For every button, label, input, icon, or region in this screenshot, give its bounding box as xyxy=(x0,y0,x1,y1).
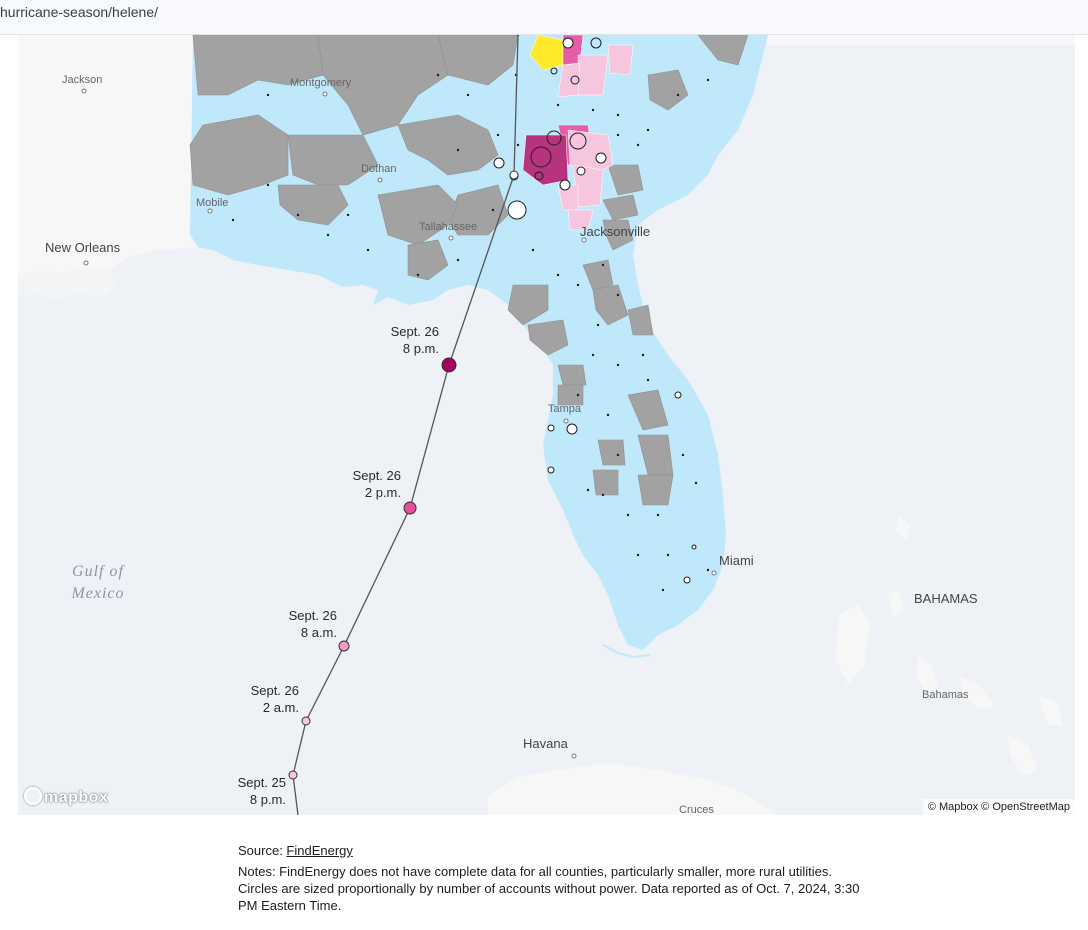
track-point-sept26-8am xyxy=(338,640,350,652)
city-markers xyxy=(81,88,717,759)
source-link[interactable]: FindEnergy xyxy=(286,843,353,858)
notes-line-1: Notes: FindEnergy does not have complete… xyxy=(238,864,832,879)
city-label-jackson: Jackson xyxy=(62,74,102,86)
city-label-miami: Miami xyxy=(719,553,754,568)
track-point-sept26-2am xyxy=(301,716,311,726)
url-text: hurricane-season/helene/ xyxy=(0,4,158,20)
track-point-landfall xyxy=(509,170,519,180)
city-label-cruces: Cruces xyxy=(679,804,714,815)
track-point-sept26-8pm xyxy=(441,357,457,373)
track-label-5a: Sept. 25 xyxy=(238,775,286,790)
city-label-montgomery: Montgomery xyxy=(290,77,352,89)
city-label-mobile: Mobile xyxy=(196,197,228,209)
land-north-east xyxy=(758,35,1075,45)
city-label-new-orleans: New Orleans xyxy=(45,240,121,255)
mapbox-logo-icon xyxy=(24,787,42,805)
track-label-1a: Sept. 26 xyxy=(391,324,439,339)
outage-map[interactable]: Sept. 26 8 p.m. Sept. 26 2 p.m. Sept. 26… xyxy=(18,35,1075,815)
source-label: Source: xyxy=(238,843,287,858)
footer-notes: Source: FindEnergy Notes: FindEnergy doe… xyxy=(238,842,878,914)
track-labels: Sept. 26 8 p.m. Sept. 26 2 p.m. Sept. 26… xyxy=(238,324,439,807)
water-label-gulf-1: Gulf of xyxy=(72,563,125,580)
water-label-gulf-2: Mexico xyxy=(70,585,124,602)
land-cuba xyxy=(488,763,778,815)
country-label-bahamas: BAHAMAS xyxy=(914,591,978,606)
source-line: Source: FindEnergy xyxy=(238,842,878,859)
track-label-3b: 8 a.m. xyxy=(301,625,337,640)
storm-track-line xyxy=(292,35,519,815)
track-label-3a: Sept. 26 xyxy=(289,608,337,623)
city-label-dothan: Dothan xyxy=(361,163,396,175)
track-label-1b: 8 p.m. xyxy=(403,341,439,356)
track-label-5b: 8 p.m. xyxy=(250,792,286,807)
track-label-2a: Sept. 26 xyxy=(353,468,401,483)
land-louisiana-coast xyxy=(18,267,118,301)
mapbox-logo[interactable]: mapbox xyxy=(24,787,108,807)
city-label-havana: Havana xyxy=(523,736,569,751)
land-bahamas xyxy=(836,515,1063,775)
outage-counties xyxy=(522,35,634,231)
city-label-tampa: Tampa xyxy=(548,403,582,415)
track-label-2b: 2 p.m. xyxy=(365,485,401,500)
track-point-sept25-8pm xyxy=(288,770,298,780)
florida-keys xyxy=(602,644,651,659)
notes-line-2: Circles are sized proportionally by numb… xyxy=(238,881,860,913)
browser-address-bar[interactable]: hurricane-season/helene/ xyxy=(0,0,1088,35)
track-label-4b: 2 a.m. xyxy=(263,700,299,715)
city-label-tallahassee: Tallahassee xyxy=(419,221,477,233)
map-attribution[interactable]: © Mapbox © OpenStreetMap xyxy=(922,799,1075,815)
city-label-bahamas-small: Bahamas xyxy=(922,689,969,701)
track-point-sept26-2pm xyxy=(403,501,417,515)
city-label-jacksonville: Jacksonville xyxy=(580,224,650,239)
no-data-counties xyxy=(189,35,749,506)
small-dots xyxy=(231,35,710,592)
track-label-4a: Sept. 26 xyxy=(251,683,299,698)
land-west xyxy=(18,35,200,275)
